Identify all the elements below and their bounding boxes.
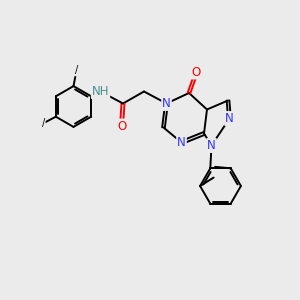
Text: NH: NH: [92, 85, 109, 98]
Text: /: /: [75, 65, 78, 76]
Text: N: N: [177, 136, 186, 149]
Text: /: /: [42, 118, 45, 128]
Text: O: O: [117, 119, 126, 133]
Text: O: O: [192, 65, 201, 79]
Text: N: N: [207, 139, 216, 152]
Text: N: N: [162, 97, 171, 110]
Text: N: N: [225, 112, 234, 125]
